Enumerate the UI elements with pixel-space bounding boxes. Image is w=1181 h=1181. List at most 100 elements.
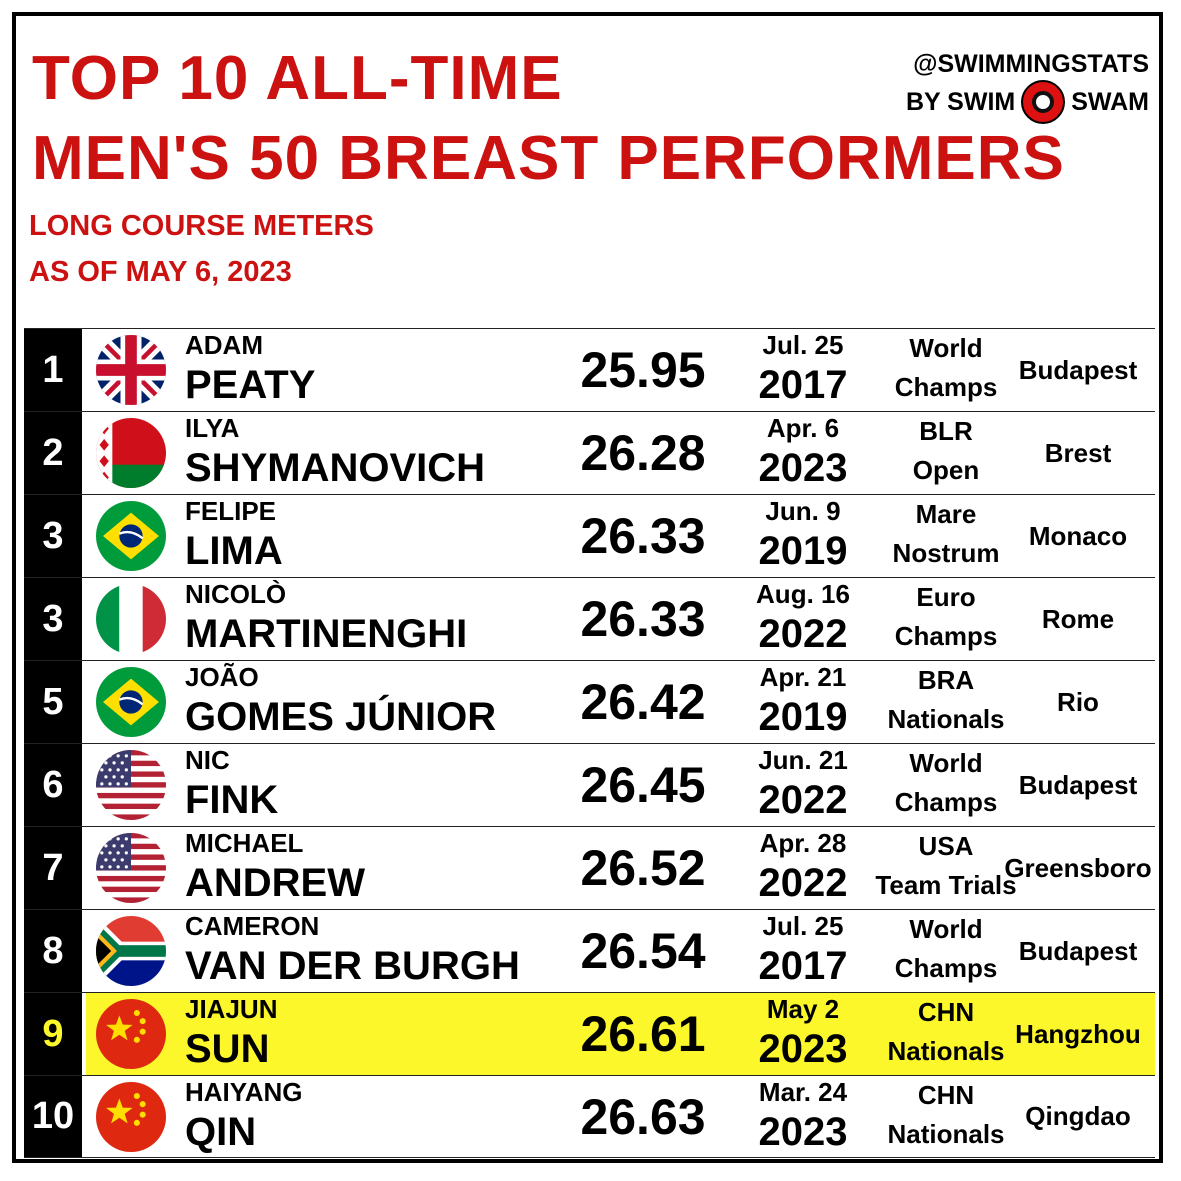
swim-time: 26.42 — [580, 674, 706, 730]
meet-line-2: Team Trials — [875, 870, 1017, 900]
flag-chn-icon — [96, 1082, 166, 1152]
brand-by-prefix: BY SWIM — [905, 88, 1016, 116]
meet-name: BLR Open — [866, 412, 1026, 490]
meet-name: CHN Nationals — [866, 993, 1026, 1071]
ranking-row: 6 NIC FINK 26.45 Jun. 21 2022 World Cham… — [24, 743, 1155, 826]
swim-date: Jul. 25 2017 — [738, 910, 868, 990]
flag-chn-icon — [96, 999, 166, 1069]
meet-line-1: CHN — [917, 1080, 975, 1110]
row-body: MICHAEL ANDREW 26.52 Apr. 28 2022 USA Te… — [86, 827, 1155, 909]
flag-rsa-icon — [96, 916, 166, 986]
last-name: SHYMANOVICH — [185, 446, 486, 490]
brand-by-suffix: SWAM — [1071, 88, 1149, 116]
date-month-day: Apr. 21 — [759, 662, 847, 692]
first-name: JOÃO — [185, 662, 259, 692]
ranking-row: 10 HAIYANG QIN 26.63 Mar. 24 2023 CHN Na… — [24, 1075, 1155, 1158]
ranking-row: 7 MICHAEL ANDREW 26.52 Apr. 28 2022 USA … — [24, 826, 1155, 909]
meet-line-1: World — [909, 748, 983, 778]
meet-city: Budapest — [1018, 935, 1138, 966]
date-month-day: Mar. 24 — [758, 1077, 848, 1107]
ranking-row: 9 JIAJUN SUN 26.61 May 2 2023 CHN Nation… — [24, 992, 1155, 1075]
swim-time: 26.63 — [580, 1089, 706, 1145]
ranking-row: 5 JOÃO GOMES JÚNIOR 26.42 Apr. 21 2019 B… — [24, 660, 1155, 743]
meet-name: Mare Nostrum — [866, 495, 1026, 573]
meet-line-1: BRA — [917, 665, 975, 695]
meet-line-1: Mare — [915, 499, 977, 529]
swim-date: Jun. 9 2019 — [738, 495, 868, 575]
title-line-1: TOP 10 ALL-TIME — [32, 44, 563, 113]
date-year: 2023 — [758, 1027, 848, 1071]
swim-date: Aug. 16 2022 — [738, 578, 868, 658]
first-name: FELIPE — [185, 496, 277, 526]
last-name: SUN — [185, 1027, 270, 1071]
first-name: JIAJUN — [185, 994, 278, 1024]
last-name: GOMES JÚNIOR — [185, 695, 497, 739]
subtitle-date: AS OF MAY 6, 2023 — [29, 256, 292, 288]
date-month-day: Aug. 16 — [756, 579, 850, 609]
flag-blr-icon — [96, 418, 166, 488]
row-body: NICOLÒ MARTINENGHI 26.33 Aug. 16 2022 Eu… — [86, 578, 1155, 660]
meet-name: CHN Nationals — [866, 1076, 1026, 1154]
first-name: ADAM — [185, 330, 263, 360]
flag-gbr-icon — [96, 335, 166, 405]
swim-time: 25.95 — [580, 342, 706, 398]
meet-city: Hangzhou — [1015, 1018, 1141, 1049]
last-name: FINK — [185, 778, 279, 822]
last-name: VAN DER BURGH — [185, 944, 520, 988]
first-name: NICOLÒ — [185, 579, 287, 609]
rank-cell: 3 — [24, 495, 82, 577]
meet-line-2: Nationals — [887, 1119, 1005, 1149]
subtitle-course: LONG COURSE METERS — [29, 210, 374, 242]
meet-city: Budapest — [1018, 769, 1138, 800]
swim-date: Apr. 21 2019 — [738, 661, 868, 741]
rank-cell: 9 — [24, 993, 82, 1075]
rank-cell: 3 — [24, 578, 82, 660]
meet-line-2: Champs — [894, 787, 998, 817]
swim-time: 26.52 — [580, 840, 706, 896]
rankings-table: 1 ADAM PEATY 25.95 Jul. 25 2017 World Ch… — [24, 328, 1155, 1158]
date-month-day: Apr. 28 — [759, 828, 847, 858]
first-name: CAMERON — [185, 911, 320, 941]
meet-line-1: BLR — [919, 416, 973, 446]
swim-time: 26.54 — [580, 923, 706, 979]
meet-name: Euro Champs — [866, 578, 1026, 656]
brand-block: @SWIMMINGSTATS BY SWIM SWAM — [906, 48, 1149, 124]
row-body: ILYA SHYMANOVICH 26.28 Apr. 6 2023 BLR O… — [86, 412, 1155, 494]
date-month-day: Apr. 6 — [766, 413, 840, 443]
meet-line-1: CHN — [917, 997, 975, 1027]
first-name: NIC — [185, 745, 230, 775]
row-body: FELIPE LIMA 26.33 Jun. 9 2019 Mare Nostr… — [86, 495, 1155, 577]
meet-name: BRA Nationals — [866, 661, 1026, 739]
last-name: ANDREW — [185, 861, 365, 905]
meet-line-1: World — [909, 914, 983, 944]
ranking-row: 3 NICOLÒ MARTINENGHI 26.33 Aug. 16 2022 … — [24, 577, 1155, 660]
first-name: MICHAEL — [185, 828, 304, 858]
date-year: 2022 — [758, 778, 848, 822]
date-year: 2017 — [758, 944, 848, 988]
rank-cell: 6 — [24, 744, 82, 826]
ranking-row: 3 FELIPE LIMA 26.33 Jun. 9 2019 Mare Nos… — [24, 494, 1155, 577]
last-name: QIN — [185, 1110, 257, 1154]
swimswam-logo-icon — [1021, 80, 1066, 124]
meet-name: World Champs — [866, 910, 1026, 988]
meet-line-2: Nationals — [887, 1036, 1005, 1066]
swim-time: 26.33 — [580, 508, 706, 564]
meet-city: Qingdao — [1025, 1101, 1131, 1131]
meet-line-1: Euro — [916, 582, 976, 612]
date-month-day: Jul. 25 — [762, 911, 844, 941]
meet-city: Brest — [1044, 437, 1112, 468]
meet-line-1: USA — [918, 831, 974, 861]
flag-usa-icon — [96, 833, 166, 903]
swim-date: May 2 2023 — [738, 993, 868, 1073]
meet-line-2: Champs — [894, 372, 998, 402]
meet-city: Rome — [1041, 603, 1115, 634]
date-month-day: Jun. 21 — [758, 745, 848, 775]
brand-byline: BY SWIM SWAM — [906, 80, 1149, 124]
graphic-frame — [12, 12, 1163, 1163]
row-body: JOÃO GOMES JÚNIOR 26.42 Apr. 21 2019 BRA… — [86, 661, 1155, 743]
date-year: 2022 — [758, 612, 848, 656]
flag-bra-icon — [96, 501, 166, 571]
brand-handle: @SWIMMINGSTATS — [913, 50, 1149, 78]
meet-city: Greensboro — [1004, 852, 1152, 883]
date-year: 2019 — [758, 529, 848, 573]
